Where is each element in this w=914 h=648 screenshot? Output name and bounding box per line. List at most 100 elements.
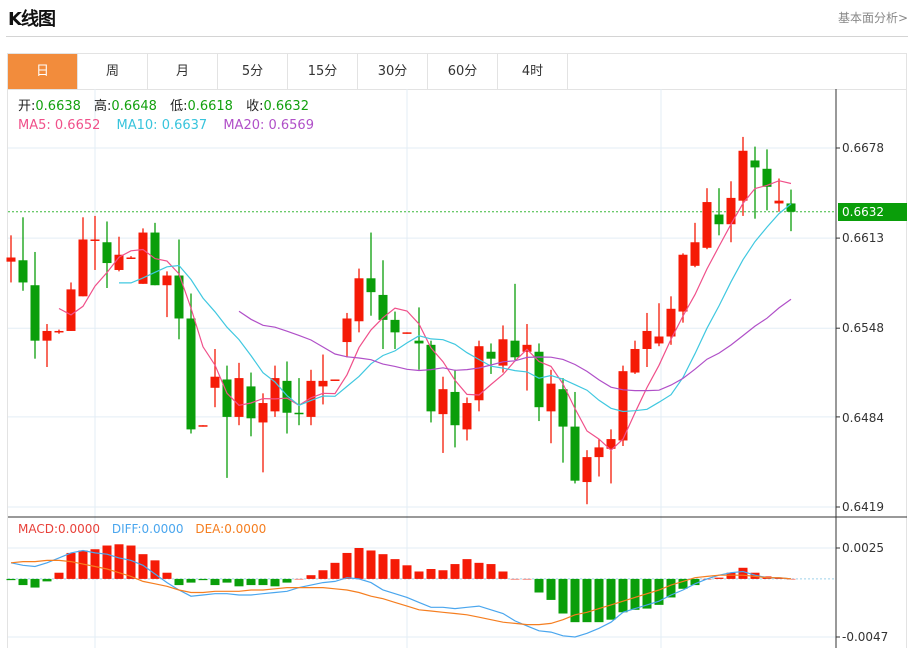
macd-bar xyxy=(294,578,304,580)
candle-up xyxy=(462,403,472,430)
tab-15min[interactable]: 15分 xyxy=(288,54,358,89)
candle-up xyxy=(726,197,736,225)
macd-bar xyxy=(366,550,376,579)
candle-down xyxy=(426,344,436,412)
macd-bar xyxy=(510,578,520,580)
macd-bar xyxy=(678,578,688,589)
macd-bar xyxy=(378,554,388,579)
candle-up xyxy=(402,332,412,334)
macd-bar xyxy=(42,578,52,582)
candle-up xyxy=(546,383,556,412)
dea-line xyxy=(10,559,792,626)
tab-5min[interactable]: 5分 xyxy=(218,54,288,89)
macd-bar xyxy=(342,552,352,579)
candle-up xyxy=(582,457,592,483)
candle-down xyxy=(534,351,544,408)
candle-down xyxy=(558,389,568,427)
page-title: K线图 xyxy=(8,9,56,30)
macd-bar xyxy=(534,578,544,593)
macd-value: MACD:0.0000 xyxy=(18,522,101,536)
ohlc-info: 开:0.6638 高:0.6648 低:0.6618 收:0.6632 MA5:… xyxy=(18,97,318,135)
candle-up xyxy=(258,403,268,423)
macd-tick-label: -0.0047 xyxy=(842,630,889,644)
candle-up xyxy=(606,439,616,449)
ma20-line xyxy=(238,298,792,392)
candle-down xyxy=(390,319,400,333)
macd-bar xyxy=(210,578,220,586)
open-value: 0.6638 xyxy=(35,99,81,114)
high-label: 高: xyxy=(94,99,112,114)
macd-bar xyxy=(486,564,496,579)
macd-bar xyxy=(114,544,124,579)
candle-down xyxy=(750,160,760,168)
candle-up xyxy=(354,278,364,322)
price-tick-label: 0.6419 xyxy=(842,500,884,514)
high-value: 0.6648 xyxy=(111,99,157,114)
candle-down xyxy=(414,340,424,344)
tab-60min[interactable]: 60分 xyxy=(428,54,498,89)
candle-up xyxy=(318,380,328,387)
macd-bar xyxy=(546,578,556,600)
macd-bar xyxy=(222,578,232,583)
macd-bar xyxy=(318,570,328,579)
macd-bar xyxy=(354,548,364,579)
candle-down xyxy=(366,278,376,293)
macd-bar xyxy=(54,572,64,579)
candle-down xyxy=(450,391,460,426)
macd-bar xyxy=(414,571,424,579)
macd-bar xyxy=(594,578,604,623)
candle-up xyxy=(6,257,16,262)
candle-down xyxy=(174,275,184,319)
macd-bar xyxy=(390,559,400,579)
chart-frame xyxy=(7,53,907,648)
open-label: 开: xyxy=(18,99,36,114)
macd-bar xyxy=(690,578,700,586)
tab-week[interactable]: 周 xyxy=(78,54,148,89)
fundamental-analysis-link[interactable]: 基本面分析> xyxy=(837,11,908,25)
tab-day[interactable]: 日 xyxy=(8,54,78,89)
candle-down xyxy=(510,340,520,358)
macd-bar xyxy=(18,578,28,586)
price-tick-label: 0.6613 xyxy=(842,231,884,245)
candle-up xyxy=(690,242,700,266)
tab-30min[interactable]: 30分 xyxy=(358,54,428,89)
candle-down xyxy=(714,214,724,225)
macd-bar xyxy=(162,572,172,579)
macd-bar xyxy=(174,578,184,586)
dea-value: DEA:0.0000 xyxy=(195,522,267,536)
diff-value: DIFF:0.0000 xyxy=(111,522,184,536)
current-price-label: 0.6632 xyxy=(838,203,907,221)
candle-up xyxy=(198,425,208,427)
candle-down xyxy=(294,412,304,415)
macd-bar xyxy=(234,578,244,587)
candle-up xyxy=(654,336,664,344)
candle-up xyxy=(702,202,712,248)
macd-bar xyxy=(126,545,136,579)
candle-down xyxy=(378,294,388,320)
candle-up xyxy=(306,380,316,417)
tab-4hour[interactable]: 4时 xyxy=(498,54,568,89)
candle-up xyxy=(438,389,448,415)
candle-up xyxy=(522,344,532,352)
tab-month[interactable]: 月 xyxy=(148,54,218,89)
ma20-value: MA20: 0.6569 xyxy=(223,118,314,133)
candle-up xyxy=(234,378,244,417)
close-value: 0.6632 xyxy=(263,99,309,114)
candle-up xyxy=(678,254,688,312)
ma10-value: MA10: 0.6637 xyxy=(116,118,208,133)
macd-bar xyxy=(330,562,340,579)
candle-down xyxy=(186,318,196,430)
candle-down xyxy=(762,168,772,187)
candle-up xyxy=(330,379,340,381)
candle-up xyxy=(498,339,508,366)
macd-bar xyxy=(438,570,448,579)
macd-bar xyxy=(282,578,292,583)
ma5-line xyxy=(58,180,792,452)
macd-bar xyxy=(606,578,616,620)
macd-bar xyxy=(522,578,532,580)
candle-down xyxy=(30,285,40,341)
candle-up xyxy=(474,346,484,401)
macd-bar xyxy=(186,578,196,583)
macd-bar xyxy=(462,559,472,579)
